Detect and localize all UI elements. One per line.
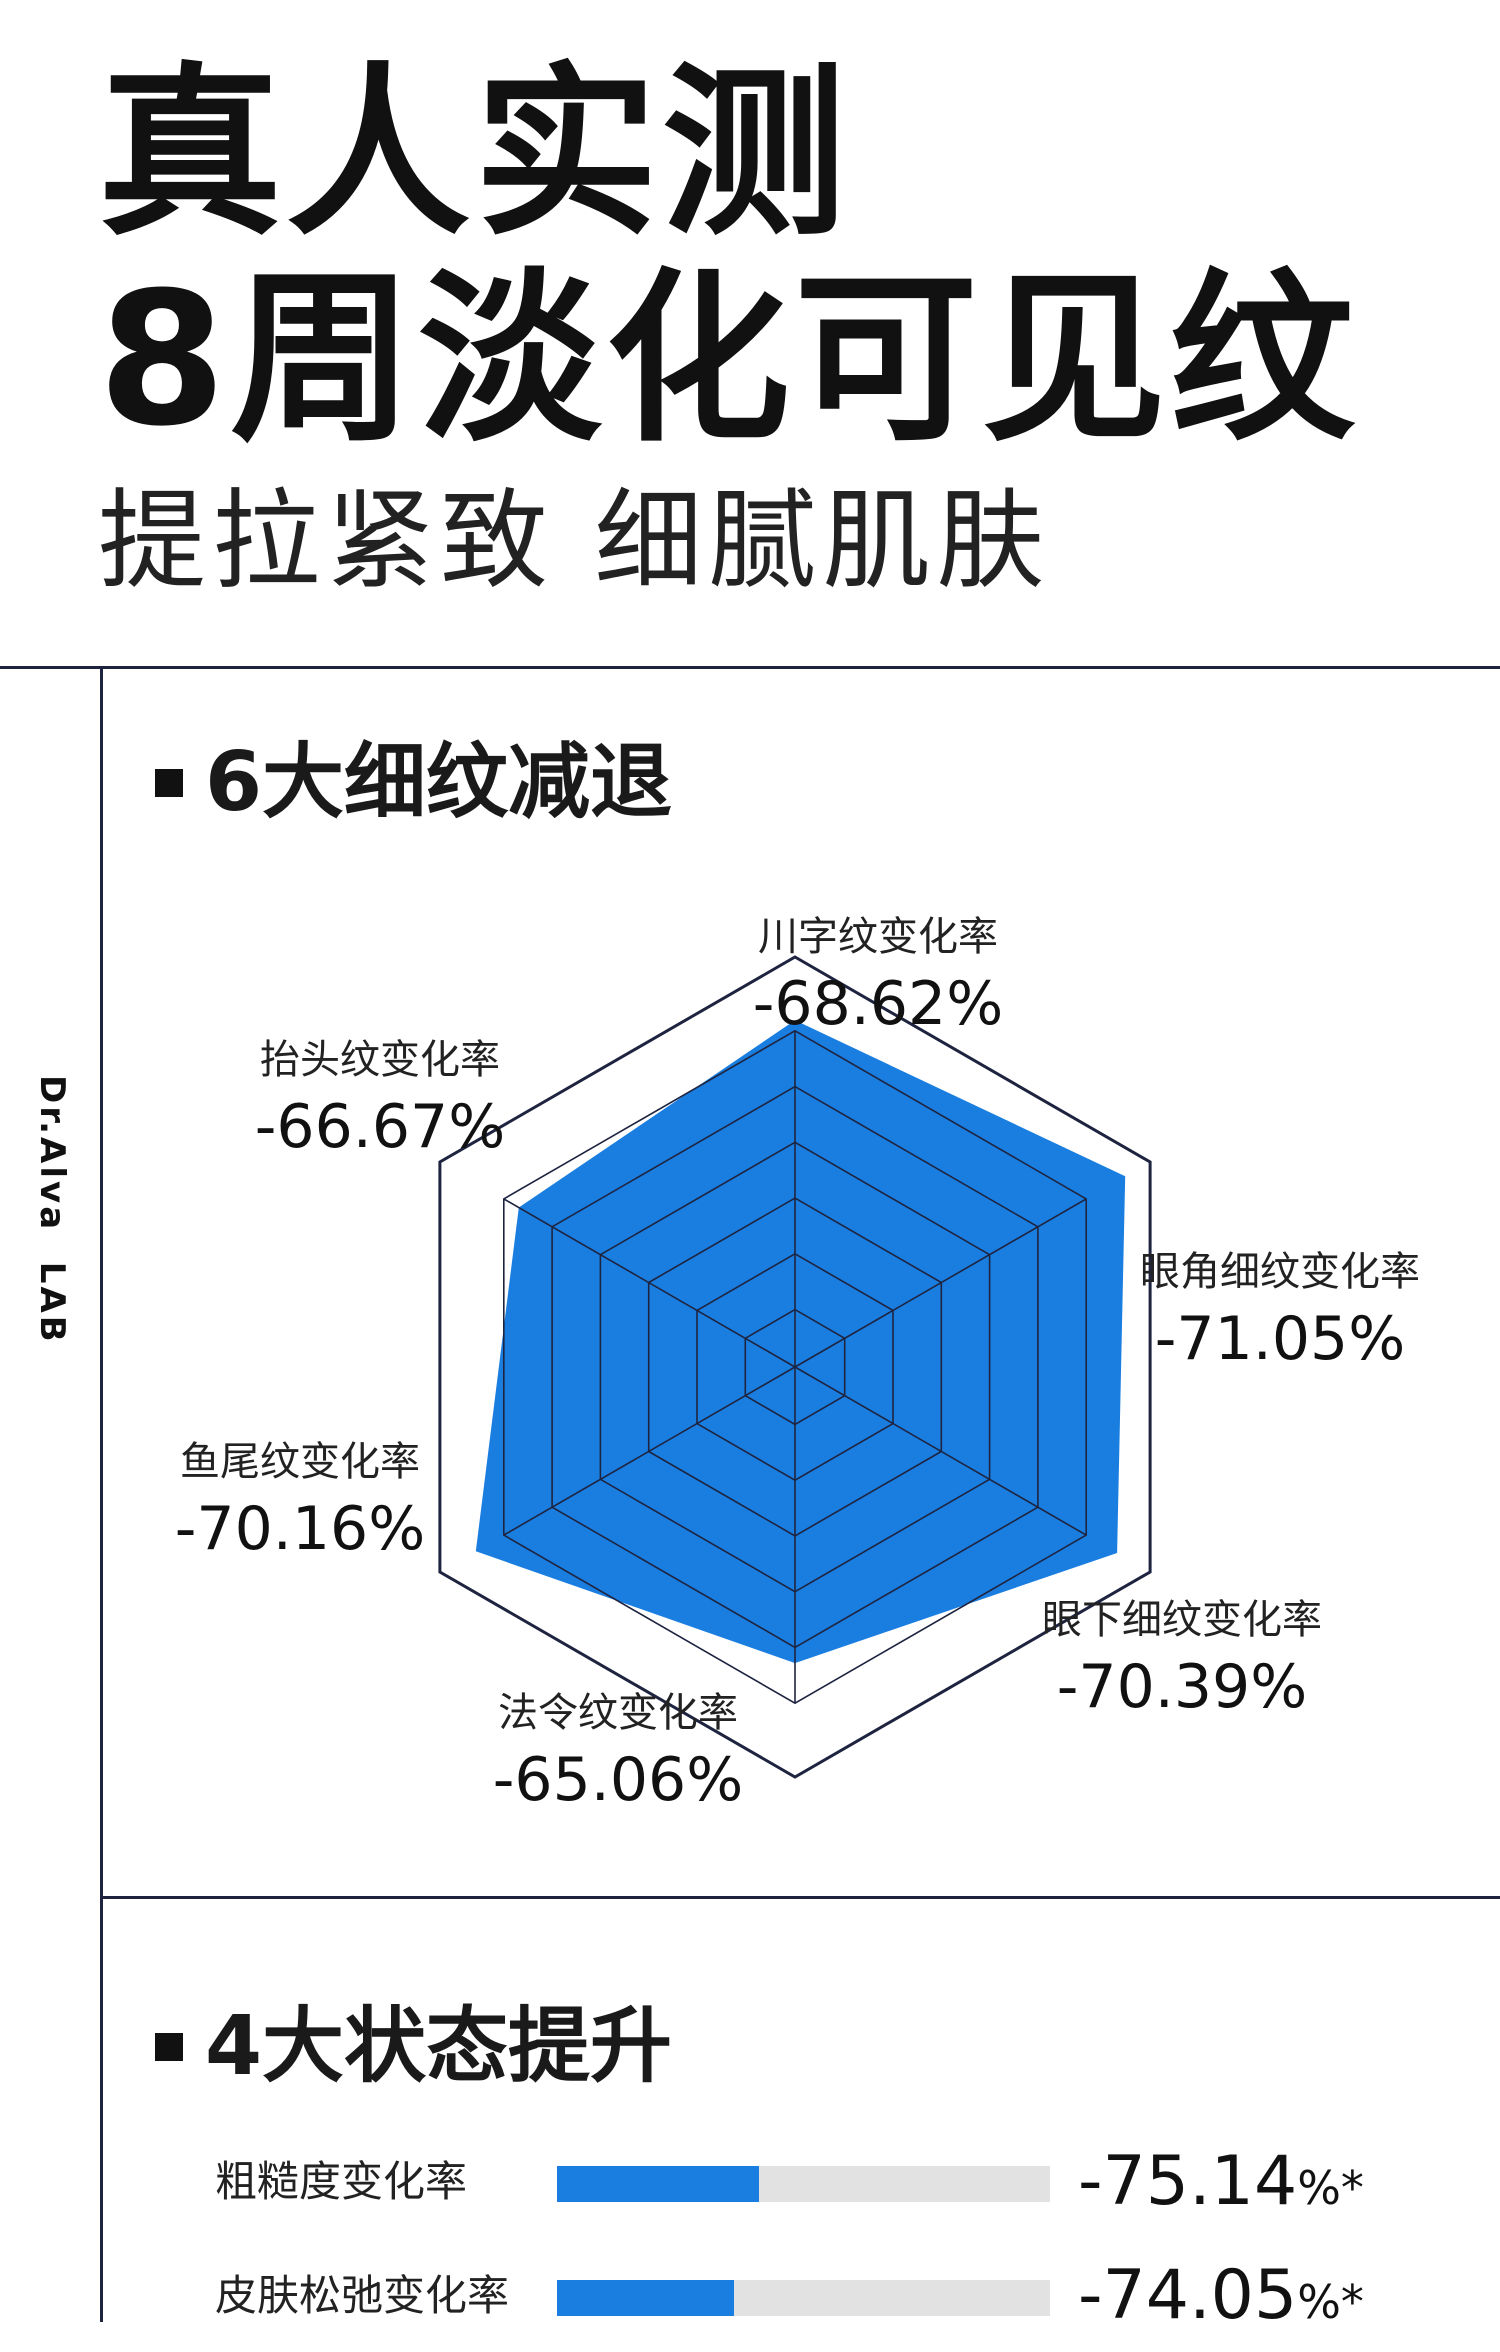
bar-value-number: -75.14 [1078,2142,1298,2221]
radar-value-label: -70.39% [1057,1652,1307,1722]
radar-spoke [794,1366,1087,1536]
bar-track [557,2280,1050,2316]
page-title-line-2: 8周淡化可见纹 [98,253,1359,467]
bar-label: 皮肤松弛变化率 [215,2271,510,2320]
radar-value-label: -70.16% [175,1494,425,1564]
bar-value-unit: %* [1297,2161,1364,2215]
radar-series-area [475,1020,1126,1664]
radar-axis-label: 眼下细纹变化率 [1042,1597,1322,1643]
page-title-line-1: 真人实测 [98,47,851,261]
bar-fill [557,2166,760,2202]
brand-vertical-text: Dr.Alva LAB [32,1075,72,1345]
radar-axis-label: 抬头纹变化率 [260,1037,500,1083]
radar-axis-label: 鱼尾纹变化率 [180,1439,420,1485]
radar-value-label: -65.06% [493,1745,743,1815]
radar-section-title: 6大细纹减退 [155,742,672,824]
bar-track [557,2166,1050,2202]
bullet-square-icon [155,769,183,797]
bar-value-number: -74.05 [1078,2256,1298,2335]
bar-row-sagging: 皮肤松弛变化率 -74.05%* [0,2246,1500,2346]
radar-spoke [794,1198,1087,1368]
page-subtitle: 提拉紧致 细腻肌肤 [98,479,1051,604]
radar-axis-label: 法令纹变化率 [498,1690,738,1736]
bar-fill [557,2280,735,2316]
bars-section-title: 4大状态提升 [155,2006,672,2088]
radar-axis-label: 川字纹变化率 [758,914,998,960]
radar-axis-label: 眼角细纹变化率 [1140,1249,1420,1295]
side-divider [100,666,103,2322]
section-divider [100,1896,1500,1899]
radar-value-label: -71.05% [1155,1304,1405,1374]
radar-spoke [503,1198,796,1368]
bars-section-title-text: 4大状态提升 [205,1999,673,2094]
radar-outer-ring [438,955,1152,1779]
bar-label: 粗糙度变化率 [215,2157,468,2206]
radar-spoke [503,1366,796,1536]
header-divider [0,666,1500,669]
bullet-square-icon [155,2033,183,2061]
bar-value: -74.05%* [1078,2246,1364,2352]
radar-value-label: -68.62% [753,969,1003,1039]
radar-chart: 川字纹变化率 -68.62% 眼角细纹变化率 -71.05% 眼下细纹变化率 -70.39… [175,914,1420,1815]
bar-value: -75.14%* [1078,2132,1364,2238]
bar-value-unit: %* [1297,2275,1364,2329]
radar-value-label: -66.67% [255,1092,505,1162]
radar-section-title-text: 6大细纹减退 [205,735,673,830]
bar-row-roughness: 粗糙度变化率 -75.14%* [0,2132,1500,2232]
